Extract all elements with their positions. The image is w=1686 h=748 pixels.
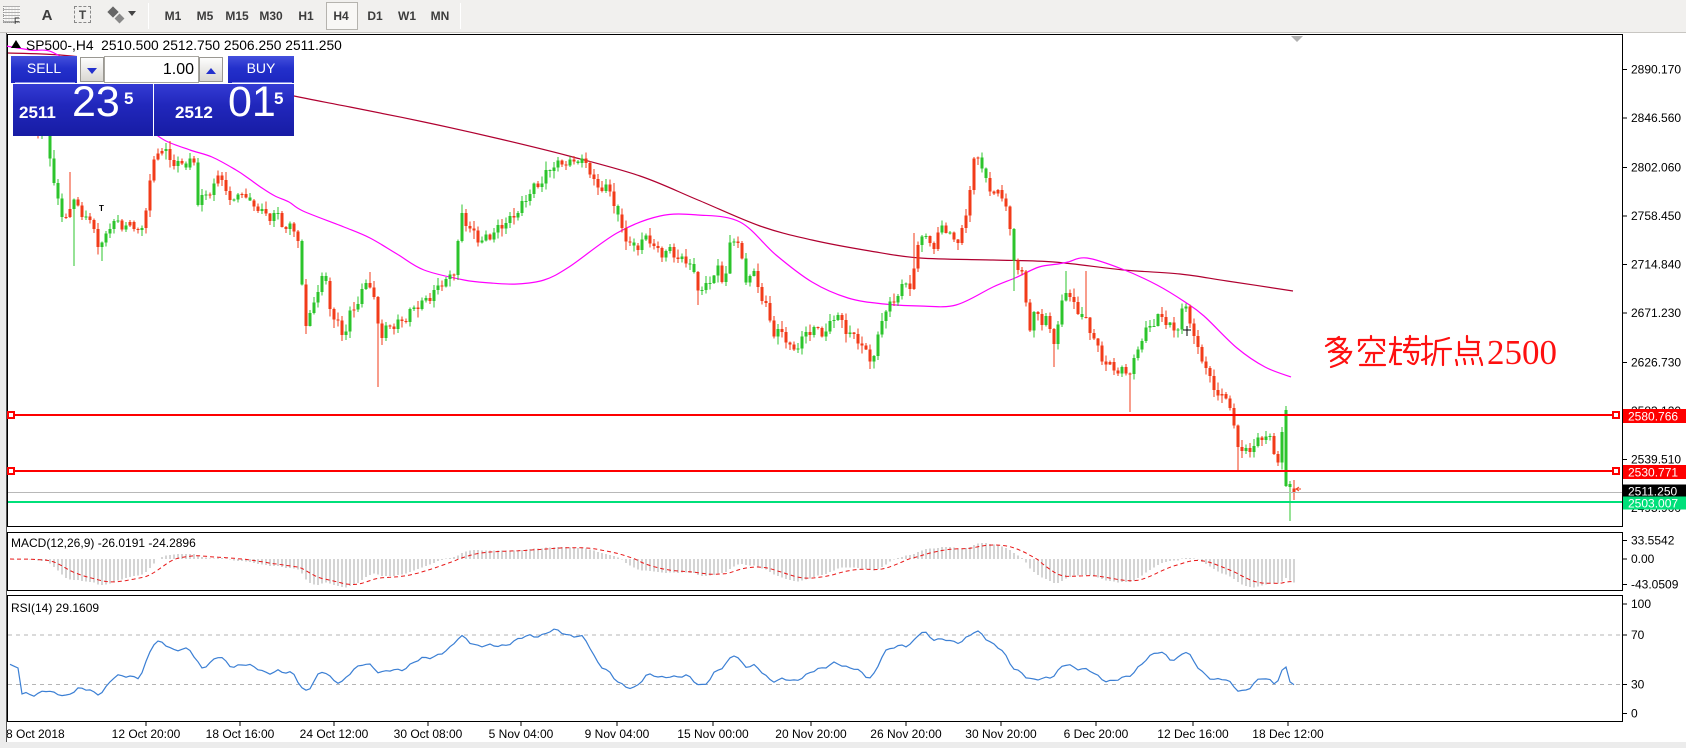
svg-text:2503.007: 2503.007 — [1628, 496, 1678, 510]
svg-text:2626.730: 2626.730 — [1631, 356, 1681, 370]
svg-text:15 Nov 00:00: 15 Nov 00:00 — [677, 727, 749, 741]
svg-text:2539.510: 2539.510 — [1631, 453, 1681, 467]
svg-text:8 Oct 2018: 8 Oct 2018 — [6, 727, 65, 741]
svg-text:5 Nov 04:00: 5 Nov 04:00 — [489, 727, 554, 741]
svg-text:70: 70 — [1631, 628, 1645, 642]
svg-text:2511.250: 2511.250 — [1628, 484, 1677, 498]
svg-text:30 Oct 08:00: 30 Oct 08:00 — [394, 727, 463, 741]
svg-text:20 Nov 20:00: 20 Nov 20:00 — [775, 727, 847, 741]
svg-text:12 Oct 20:00: 12 Oct 20:00 — [112, 727, 181, 741]
svg-text:18 Oct 16:00: 18 Oct 16:00 — [206, 727, 275, 741]
svg-text:9 Nov 04:00: 9 Nov 04:00 — [585, 727, 650, 741]
svg-text:0: 0 — [1631, 707, 1638, 721]
svg-text:12 Dec 16:00: 12 Dec 16:00 — [1157, 727, 1229, 741]
svg-text:2714.840: 2714.840 — [1631, 257, 1681, 271]
svg-text:T: T — [99, 204, 104, 213]
svg-text:0.00: 0.00 — [1631, 552, 1655, 566]
svg-text:MACD(12,26,9) -26.0191 -24.289: MACD(12,26,9) -26.0191 -24.2896 — [11, 536, 196, 550]
svg-text:18 Dec 12:00: 18 Dec 12:00 — [1252, 727, 1324, 741]
svg-text:30 Nov 20:00: 30 Nov 20:00 — [965, 727, 1037, 741]
svg-text:2671.230: 2671.230 — [1631, 306, 1681, 320]
svg-text:RSI(14) 29.1609: RSI(14) 29.1609 — [11, 601, 99, 615]
svg-text:2846.560: 2846.560 — [1631, 111, 1681, 125]
svg-text:24 Oct 12:00: 24 Oct 12:00 — [300, 727, 369, 741]
svg-text:-43.0509: -43.0509 — [1631, 578, 1679, 592]
svg-text:SP500-,H4 2510.500 2512.750 2: SP500-,H4 2510.500 2512.750 2506.250 251… — [26, 38, 342, 53]
svg-text:2580.766: 2580.766 — [1628, 410, 1678, 424]
svg-text:6 Dec 20:00: 6 Dec 20:00 — [1064, 727, 1129, 741]
svg-text:30: 30 — [1631, 678, 1645, 692]
svg-text:2802.060: 2802.060 — [1631, 160, 1681, 174]
svg-text:100: 100 — [1631, 597, 1651, 611]
svg-text:2500: 2500 — [1487, 333, 1557, 372]
svg-text:33.5542: 33.5542 — [1631, 534, 1675, 548]
svg-text:2758.450: 2758.450 — [1631, 209, 1681, 223]
svg-text:2530.771: 2530.771 — [1628, 466, 1678, 480]
svg-text:2890.170: 2890.170 — [1631, 62, 1681, 76]
svg-text:26 Nov 20:00: 26 Nov 20:00 — [870, 727, 942, 741]
